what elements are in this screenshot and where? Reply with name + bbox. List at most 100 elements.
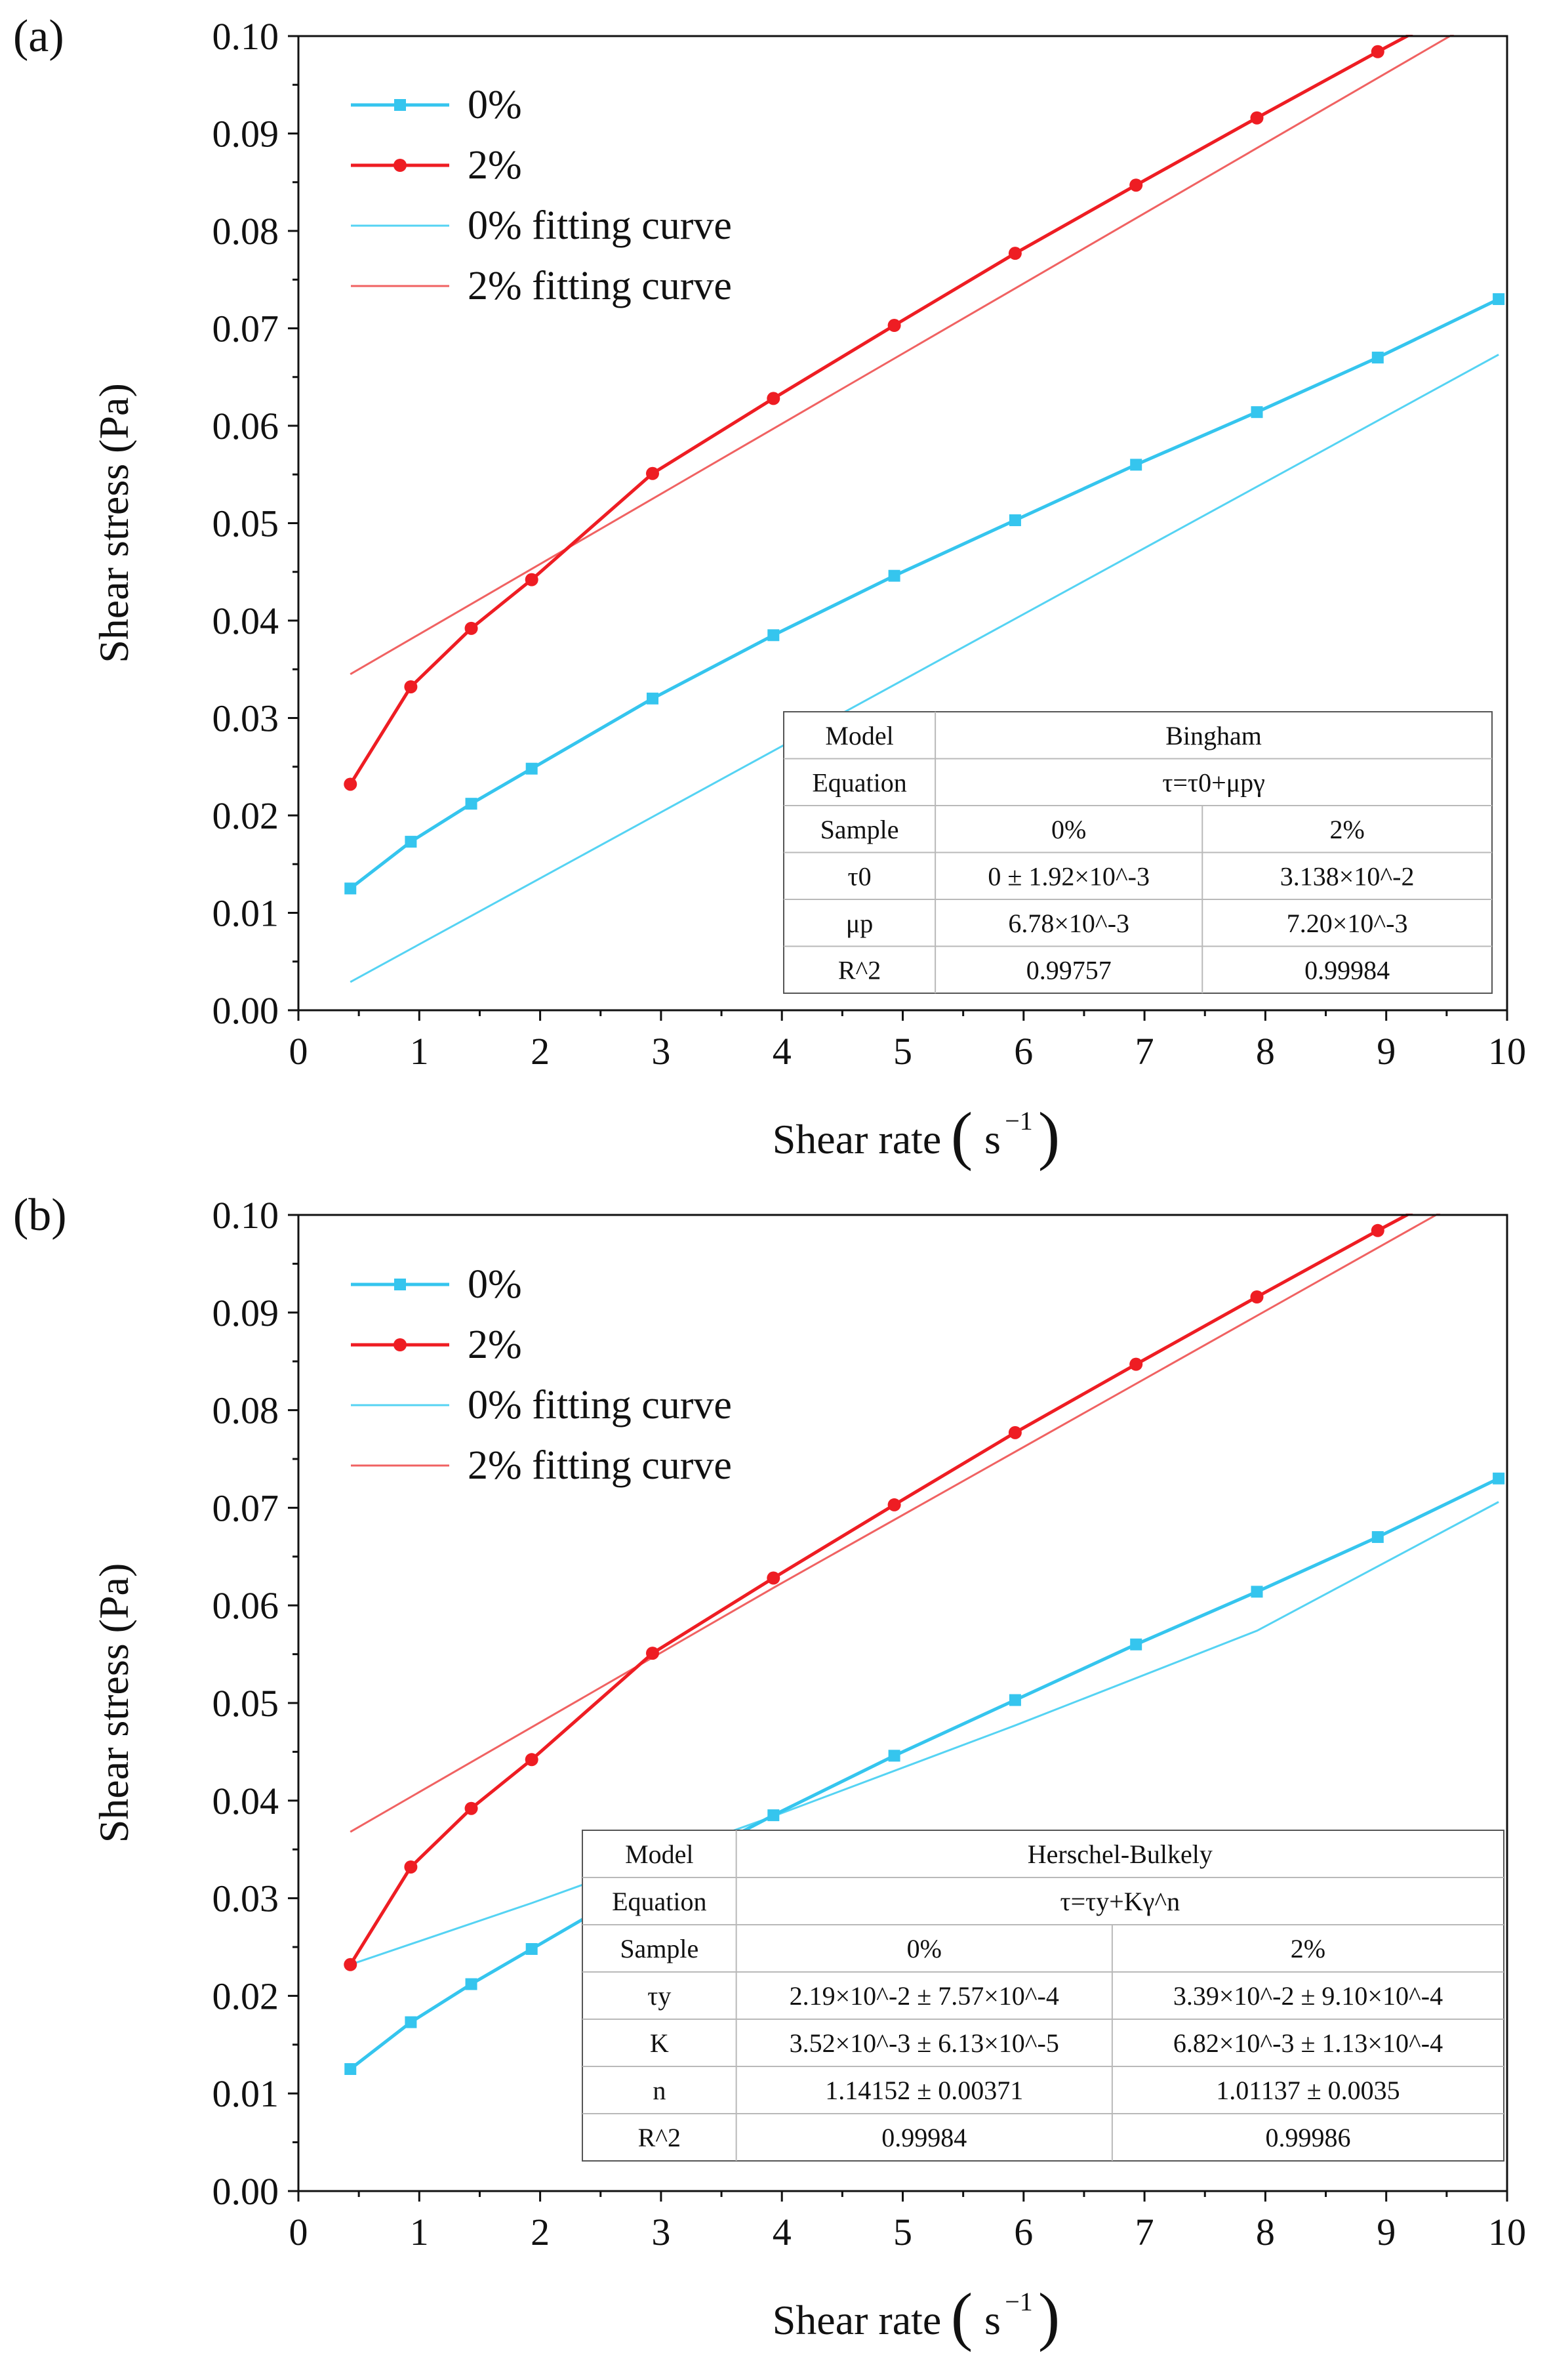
- legend-label: 2% fitting curve: [468, 264, 732, 308]
- data-point-0pct: [525, 762, 538, 775]
- table-label: τy: [647, 1981, 671, 2011]
- x-unit-paren-close: ): [1038, 1099, 1060, 1172]
- data-point-0pct: [888, 1750, 900, 1762]
- data-point-2pct: [767, 1571, 780, 1585]
- x-unit-paren-close: ): [1038, 2280, 1060, 2352]
- x-axis-title: Shear rate: [773, 2297, 942, 2343]
- x-tick-label: 2: [531, 2211, 550, 2253]
- legend-marker-circle: [393, 159, 407, 172]
- data-point-2pct: [645, 1647, 659, 1660]
- table-equation: τ=τy+Kγ^n: [1060, 1887, 1180, 1916]
- y-tick-label: 0.08: [212, 1389, 279, 1432]
- data-point-0pct: [525, 1942, 538, 1955]
- table-sample-header: 2%: [1291, 1934, 1325, 1963]
- x-tick-label: 8: [1256, 2211, 1275, 2253]
- panel-b: (b) 0 1 2 3 4 5 6 7 8 9 10 0.00 0.01 0.02 0.03 0.04 0.05 0…: [13, 1160, 1526, 2352]
- table-label: Model: [825, 721, 893, 750]
- x-unit-exponent: −1: [1005, 2287, 1033, 2316]
- data-point-2pct: [1492, 1160, 1505, 1173]
- y-tick-label: 0.08: [212, 210, 279, 253]
- x-tick-label: 2: [531, 1030, 550, 1073]
- data-point-0pct: [646, 692, 658, 705]
- series-line-0-: [349, 297, 1500, 890]
- y-tick-label: 0.03: [212, 1877, 279, 1920]
- data-point-0pct: [465, 798, 477, 810]
- data-point-0pct: [1009, 514, 1021, 527]
- data-point-2pct: [1129, 178, 1143, 192]
- legend-label: 2%: [468, 1323, 522, 1367]
- table-model-name: Bingham: [1165, 721, 1262, 750]
- y-tick-label: 0.01: [212, 892, 279, 935]
- data-point-0pct: [1251, 406, 1263, 419]
- y-tick-label: 0.05: [212, 503, 279, 545]
- x-tick-label: 6: [1014, 1030, 1033, 1073]
- data-point-2pct: [404, 1860, 418, 1874]
- x-tick-label: 7: [1135, 2211, 1154, 2253]
- table-label: Sample: [820, 815, 899, 844]
- table-value: 0.99984: [1304, 955, 1390, 985]
- x-tick-label: 9: [1377, 2211, 1396, 2253]
- data-point-2pct: [344, 777, 357, 791]
- series-line-0-fitting-curve: [350, 1501, 1499, 1966]
- x-unit-base: s: [984, 1116, 1001, 1162]
- y-tick-label: 0.02: [212, 794, 279, 837]
- table-value: 2.19×10^-2 ± 7.57×10^-4: [790, 1981, 1059, 2011]
- plot-area: [344, 35, 1505, 983]
- table-sample-header: 0%: [1051, 815, 1086, 844]
- data-point-2pct: [464, 621, 478, 635]
- x-tick-label: 7: [1135, 1030, 1154, 1073]
- series-line-0-: [349, 1477, 1500, 2070]
- plot-area: [344, 1160, 1505, 2075]
- data-point-2pct: [404, 680, 418, 693]
- data-point-2pct: [464, 1801, 478, 1815]
- x-unit-paren-open: (: [951, 1099, 973, 1172]
- table-label: K: [650, 2028, 669, 2058]
- table-value: 3.138×10^-2: [1280, 861, 1415, 891]
- x-unit-base: s: [984, 2297, 1001, 2343]
- y-tick-label: 0.05: [212, 1682, 279, 1725]
- data-point-0pct: [1130, 459, 1142, 471]
- y-tick-label: 0.07: [212, 308, 279, 350]
- y-axis-title: Shear stress (Pa): [91, 383, 137, 663]
- legend-label: 0%: [468, 1262, 522, 1307]
- legend-label: 0% fitting curve: [468, 1383, 732, 1427]
- y-tick-label: 0.00: [212, 989, 279, 1032]
- table-value: 3.39×10^-2 ± 9.10×10^-4: [1173, 1981, 1443, 2011]
- data-point-0pct: [465, 1978, 477, 1990]
- data-point-0pct: [1130, 1638, 1142, 1651]
- x-tick-label: 10: [1488, 1030, 1526, 1073]
- y-tick-label: 0.07: [212, 1487, 279, 1529]
- x-tick-label: 4: [773, 1030, 792, 1073]
- panel-a: (a) 0 1 2 3 4 5 6 7 8 9 10 0.00 0.01 0.02 0.03 0.04 0.05 0…: [13, 11, 1526, 1172]
- legend-marker-square: [394, 99, 406, 111]
- parameter-table: Model Bingham Equation τ=τ0+μpγ Sample 0% 2% τ0…: [783, 711, 1493, 994]
- y-tick-label: 0.06: [212, 405, 279, 447]
- x-tick-label: 3: [651, 1030, 670, 1073]
- y-tick-label: 0.09: [212, 113, 279, 155]
- data-point-2pct: [1008, 247, 1022, 260]
- x-tick-label: 1: [410, 1030, 429, 1073]
- data-point-0pct: [1371, 352, 1384, 364]
- table-value: 1.14152 ± 0.00371: [825, 2076, 1023, 2105]
- table-label: R^2: [638, 2123, 681, 2152]
- parameter-table: Model Herschel-Bulkely Equation τ=τy+Kγ^n Sa…: [582, 1830, 1504, 2162]
- data-point-2pct: [1371, 45, 1384, 58]
- y-tick-label: 0.03: [212, 697, 279, 740]
- table-label: Equation: [612, 1887, 706, 1916]
- y-tick-label: 0.01: [212, 2072, 279, 2115]
- series-line-2-fitting-curve: [350, 35, 1455, 675]
- panel-label: (a): [13, 11, 64, 62]
- x-tick-label: 5: [893, 2211, 912, 2253]
- table-value: 0 ± 1.92×10^-3: [988, 861, 1150, 891]
- table-value: 0.99984: [881, 2123, 967, 2152]
- data-point-0pct: [405, 836, 417, 848]
- data-point-2pct: [645, 466, 659, 480]
- table-value: 0.99757: [1026, 955, 1112, 985]
- x-tick-label: 6: [1014, 2211, 1033, 2253]
- data-point-0pct: [344, 882, 357, 895]
- table-value: 3.52×10^-3 ± 6.13×10^-5: [790, 2028, 1059, 2058]
- legend-label: 0%: [468, 83, 522, 127]
- y-tick-label: 0.04: [212, 1780, 279, 1822]
- series-line-0-fitting-curve: [350, 354, 1499, 983]
- table-label: n: [653, 2076, 666, 2105]
